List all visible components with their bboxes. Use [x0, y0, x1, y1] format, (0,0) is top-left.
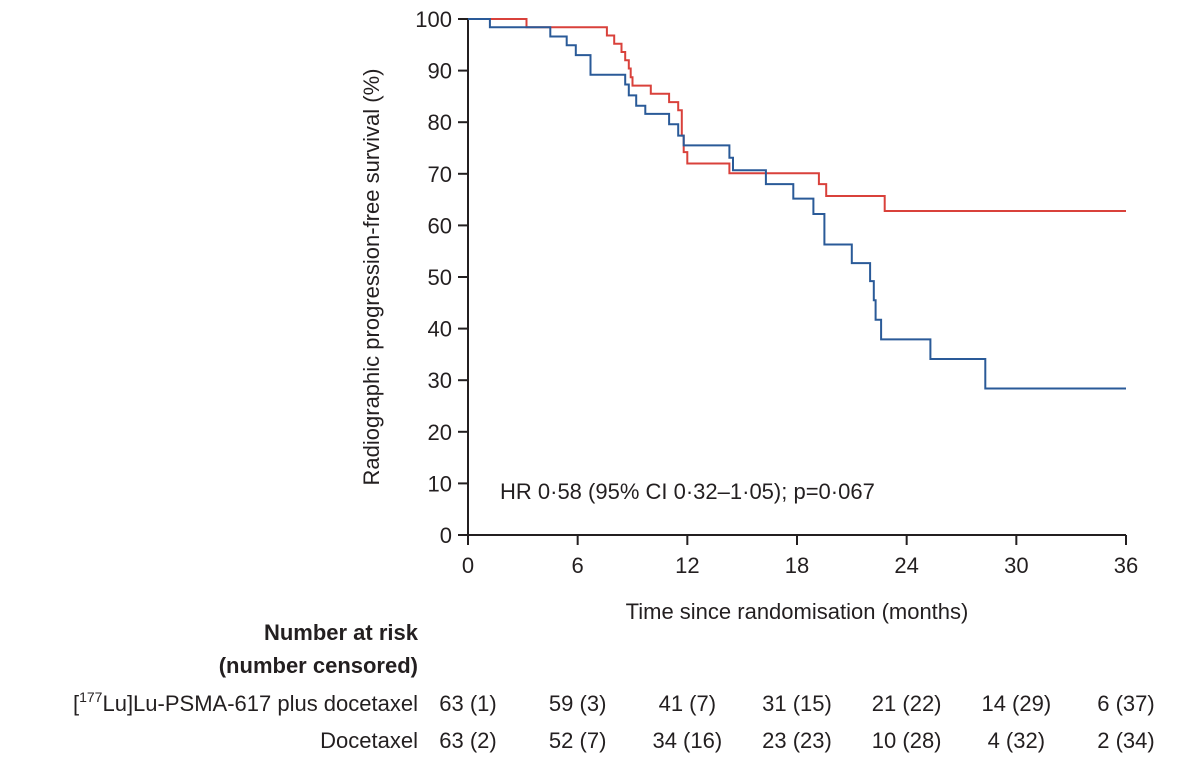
- y-tick-label: 80: [428, 110, 452, 135]
- x-tick-label: 0: [462, 553, 474, 578]
- y-ticks: 0 10 20 30 40 50 60 70 80 90 100: [415, 7, 468, 548]
- risk-cell: 41 (7): [659, 691, 716, 716]
- risk-cell: 52 (7): [549, 728, 606, 753]
- risk-cell: 31 (15): [762, 691, 832, 716]
- risk-cell: 14 (29): [981, 691, 1051, 716]
- y-tick-label: 70: [428, 162, 452, 187]
- x-axis-title: Time since randomisation (months): [626, 599, 969, 624]
- x-tick-label: 18: [785, 553, 809, 578]
- risk-cell: 23 (23): [762, 728, 832, 753]
- risk-cell: 63 (1): [439, 691, 496, 716]
- y-tick-label: 10: [428, 471, 452, 496]
- risk-cell: 59 (3): [549, 691, 606, 716]
- y-tick-label: 100: [415, 7, 452, 32]
- risk-cell: 10 (28): [872, 728, 942, 753]
- y-tick-label: 30: [428, 368, 452, 393]
- risk-cell: 21 (22): [872, 691, 942, 716]
- hazard-ratio-annotation: HR 0·58 (95% CI 0·32–1·05); p=0·067: [500, 479, 875, 504]
- y-tick-label: 40: [428, 317, 452, 342]
- y-tick-label: 60: [428, 213, 452, 238]
- risk-row-label-lu: [177Lu]Lu-PSMA-617 plus docetaxel: [73, 689, 418, 716]
- risk-table-header: Number at risk: [264, 620, 419, 645]
- label-superscript: 177: [79, 689, 103, 705]
- y-tick-label: 0: [440, 523, 452, 548]
- y-tick-label: 90: [428, 59, 452, 84]
- chart-axes: [467, 19, 1126, 536]
- risk-cell: 2 (34): [1097, 728, 1154, 753]
- risk-cell: 34 (16): [652, 728, 722, 753]
- y-tick-label: 50: [428, 265, 452, 290]
- series-line-lu-psma-docetaxel: [468, 18, 1126, 212]
- label-bracket: [: [73, 691, 79, 716]
- risk-row-docetaxel-values: 63 (2) 52 (7) 34 (16) 23 (23) 10 (28) 4 (32) 2…: [439, 728, 1154, 753]
- y-tick-label: 20: [428, 420, 452, 445]
- x-ticks: 0 6 12 18 24 30 36: [462, 535, 1138, 578]
- x-tick-label: 30: [1004, 553, 1028, 578]
- risk-table-subheader: (number censored): [219, 653, 418, 678]
- risk-cell: 4 (32): [988, 728, 1045, 753]
- risk-cell: 63 (2): [439, 728, 496, 753]
- x-tick-label: 6: [572, 553, 584, 578]
- risk-row-lu-values: 63 (1) 59 (3) 41 (7) 31 (15) 21 (22) 14 (29) 6…: [439, 691, 1154, 716]
- y-axis-title: Radiographic progression-free survival (…: [359, 69, 384, 486]
- x-tick-label: 36: [1114, 553, 1138, 578]
- risk-cell: 6 (37): [1097, 691, 1154, 716]
- x-tick-label: 12: [675, 553, 699, 578]
- label-main: Lu]Lu-PSMA-617 plus docetaxel: [102, 691, 418, 716]
- series-line-docetaxel: [468, 18, 1126, 390]
- series-layer: [468, 18, 1126, 390]
- x-tick-label: 24: [894, 553, 918, 578]
- risk-table: Number at risk (number censored) [177Lu]…: [73, 620, 1155, 753]
- risk-row-label-docetaxel: Docetaxel: [320, 728, 418, 753]
